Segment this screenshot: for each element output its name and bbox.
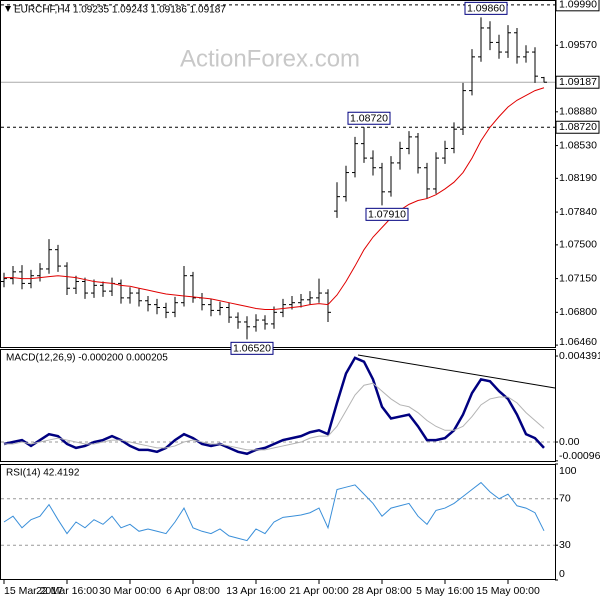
- x-tick-label: 13 Apr 16:00: [226, 585, 286, 597]
- rsi-panel: [0, 464, 556, 580]
- y-tick-label: 1.06460: [559, 336, 597, 348]
- x-tick-label: 28 Apr 08:00: [352, 585, 412, 597]
- y-tick-label: 1.07840: [559, 206, 597, 218]
- y-tick-label: 100: [559, 465, 577, 477]
- x-tick-label: 22 Mar 16:00: [36, 585, 98, 597]
- rsi-title: RSI(14) 42.4192: [6, 468, 80, 479]
- y-tick-label: 0.004391: [559, 350, 600, 362]
- annotation-box: [230, 341, 274, 355]
- watermark: ActionForex.com: [180, 45, 360, 72]
- menu-icon: [5, 6, 11, 12]
- y-tick-label: 1.07150: [559, 272, 597, 284]
- annotation-box: [464, 1, 508, 15]
- series-line: [4, 382, 545, 451]
- macd-title: MACD(12,26,9) -0.000200 0.000205: [6, 353, 168, 364]
- y-tick-label: 1.08190: [559, 172, 597, 184]
- x-tick-label: 15 May 00:00: [476, 585, 540, 597]
- y-tick-label: 70: [559, 493, 571, 505]
- price-level-box: [555, 0, 600, 12]
- annotation-box: [347, 111, 391, 125]
- annotation-label: 1.08720: [350, 113, 388, 125]
- moving-average: [4, 87, 545, 310]
- price-level-label: 1.09187: [559, 76, 597, 88]
- price-level-label: 1.09990: [559, 0, 597, 11]
- y-tick-label: 1.08530: [559, 139, 597, 151]
- x-tick-label: 5 May 16:00: [416, 585, 474, 597]
- y-tick-label: 1.07500: [559, 239, 597, 251]
- annotation-label: 1.06520: [233, 343, 271, 355]
- x-tick-label: 30 Mar 00:00: [99, 585, 161, 597]
- y-tick-label: 0: [559, 568, 565, 580]
- series-line: [3, 481, 545, 542]
- price-level-label: 1.08720: [559, 121, 597, 133]
- x-tick-label: 21 Apr 00:00: [289, 585, 349, 597]
- annotation-label: 1.09860: [467, 3, 505, 15]
- macd-panel: [0, 349, 556, 462]
- y-tick-label: 1.06800: [559, 306, 597, 318]
- price-title: EURCHF,H4 1.09235 1.09243 1.09186 1.0918…: [14, 5, 226, 16]
- y-tick-label: 1.08880: [559, 106, 597, 118]
- y-tick-label: 0.00: [559, 436, 580, 448]
- trendline: [357, 354, 556, 389]
- price-level-box: [555, 120, 600, 134]
- price-level-box: [555, 75, 600, 89]
- annotation-label: 1.07910: [368, 209, 406, 221]
- x-tick-label: 15 Mar 2017: [4, 585, 63, 597]
- x-tick-label: 6 Apr 08:00: [166, 585, 220, 597]
- price-panel: [0, 0, 556, 348]
- y-tick-label: 30: [559, 539, 571, 551]
- y-tick-label: 1.09570: [559, 39, 597, 51]
- annotation-box: [365, 207, 409, 221]
